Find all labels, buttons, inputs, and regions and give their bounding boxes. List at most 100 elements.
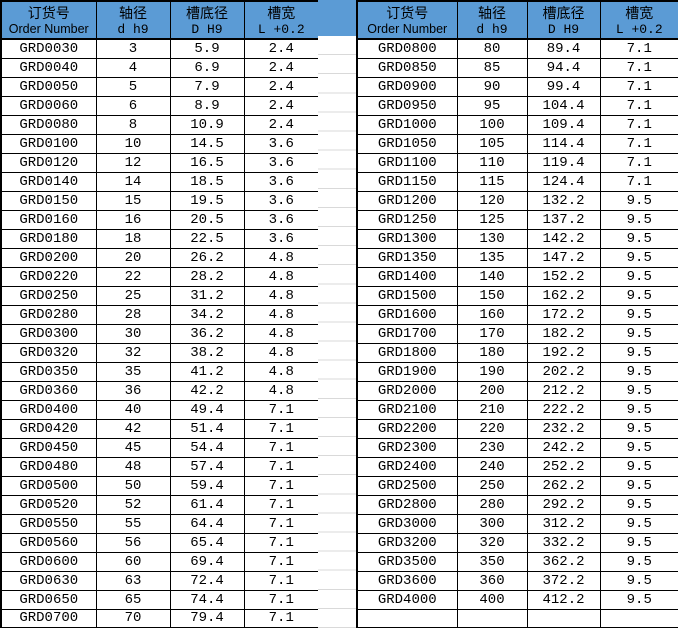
cell-groove-width: 7.1	[243, 513, 320, 534]
table-row: GRD0350 35 41.2 4.8	[0, 361, 320, 382]
table-row: GRD1500 150 162.2 9.5	[356, 285, 678, 306]
cell-order-number: GRD0650	[0, 589, 97, 610]
header-row: 订货号 Order Number 轴径 d h9 槽底径 D H9 槽宽 L +…	[356, 0, 678, 40]
cell-groove-width: 7.1	[599, 133, 678, 154]
gap-header-fill	[318, 0, 356, 36]
cell-groove-width: 9.5	[599, 361, 678, 382]
cell-groove-width: 4.8	[243, 323, 320, 344]
cell-shaft-diameter: 200	[456, 380, 528, 401]
cell-groove-width: 4.8	[243, 285, 320, 306]
cell-shaft-diameter: 95	[456, 95, 528, 116]
table-row: GRD0220 22 28.2 4.8	[0, 266, 320, 287]
cell-order-number: GRD2100	[356, 399, 458, 420]
cell-shaft-diameter: 130	[456, 228, 528, 249]
cell-order-number: GRD0520	[0, 494, 97, 515]
table-row: GRD3000 300 312.2 9.5	[356, 513, 678, 534]
cell-shaft-diameter: 300	[456, 513, 528, 534]
cell-groove-width: 4.8	[243, 342, 320, 363]
cell-order-number: GRD1250	[356, 209, 458, 230]
cell-groove-width: 9.5	[599, 323, 678, 344]
header-label-en: Order Number	[8, 21, 89, 36]
header-label-cn: 槽底径	[186, 4, 228, 21]
cell-order-number: GRD0180	[0, 228, 97, 249]
cell-groove-width: 7.1	[599, 38, 678, 59]
left-table-header: 订货号 Order Number 轴径 d h9 槽底径 D H9 槽宽 L +…	[0, 0, 320, 40]
table-row: GRD0360 36 42.2 4.8	[0, 380, 320, 401]
header-label-cn: 订货号	[386, 4, 429, 21]
cell-shaft-diameter: 210	[456, 399, 528, 420]
cell-groove-width: 9.5	[599, 342, 678, 363]
cell-groove-width: 9.5	[599, 513, 678, 534]
cell-shaft-diameter	[456, 608, 528, 628]
cell-groove-width: 7.1	[599, 114, 678, 135]
right-table-header: 订货号 Order Number 轴径 d h9 槽底径 D H9 槽宽 L +…	[356, 0, 678, 40]
cell-groove-width: 9.5	[599, 209, 678, 230]
cell-groove-bottom-diameter: 252.2	[526, 456, 601, 477]
cell-groove-bottom-diameter: 152.2	[526, 266, 601, 287]
cell-shaft-diameter: 18	[95, 228, 171, 249]
cell-groove-width: 4.8	[243, 380, 320, 401]
cell-groove-bottom-diameter: 14.5	[169, 133, 245, 154]
cell-groove-bottom-diameter: 172.2	[526, 304, 601, 325]
cell-order-number: GRD1800	[356, 342, 458, 363]
cell-groove-bottom-diameter: 192.2	[526, 342, 601, 363]
cell-order-number: GRD0450	[0, 437, 97, 458]
table-row: GRD3500 350 362.2 9.5	[356, 551, 678, 572]
table-row: GRD0650 65 74.4 7.1	[0, 589, 320, 610]
cell-groove-width: 7.1	[243, 456, 320, 477]
cell-groove-width: 7.1	[243, 494, 320, 515]
table-row: GRD0700 70 79.4 7.1	[0, 608, 320, 628]
cell-order-number: GRD0420	[0, 418, 97, 439]
cell-groove-width: 9.5	[599, 190, 678, 211]
cell-order-number: GRD4000	[356, 589, 458, 610]
table-row: GRD0500 50 59.4 7.1	[0, 475, 320, 496]
table-row: GRD3200 320 332.2 9.5	[356, 532, 678, 553]
cell-shaft-diameter: 50	[95, 475, 171, 496]
table-row: GRD0030 3 5.9 2.4	[0, 38, 320, 59]
cell-shaft-diameter: 28	[95, 304, 171, 325]
cell-shaft-diameter: 240	[456, 456, 528, 477]
cell-shaft-diameter: 6	[95, 95, 171, 116]
cell-shaft-diameter: 56	[95, 532, 171, 553]
cell-groove-bottom-diameter: 94.4	[526, 57, 601, 78]
cell-shaft-diameter: 105	[456, 133, 528, 154]
cell-shaft-diameter: 170	[456, 323, 528, 344]
cell-groove-bottom-diameter: 114.4	[526, 133, 601, 154]
cell-groove-bottom-diameter: 232.2	[526, 418, 601, 439]
header-cell-groove-width: 槽宽 L +0.2	[599, 0, 678, 40]
cell-groove-bottom-diameter: 372.2	[526, 570, 601, 591]
cell-groove-width: 9.5	[599, 551, 678, 572]
cell-order-number: GRD0550	[0, 513, 97, 534]
cell-shaft-diameter: 10	[95, 133, 171, 154]
cell-groove-bottom-diameter: 28.2	[169, 266, 245, 287]
cell-order-number: GRD3000	[356, 513, 458, 534]
cell-shaft-diameter: 90	[456, 76, 528, 97]
header-label-en: D H9	[547, 21, 580, 37]
cell-shaft-diameter: 120	[456, 190, 528, 211]
cell-groove-bottom-diameter: 54.4	[169, 437, 245, 458]
table-row: GRD1100 110 119.4 7.1	[356, 152, 678, 173]
cell-order-number: GRD0560	[0, 532, 97, 553]
cell-groove-width: 3.6	[243, 171, 320, 192]
cell-groove-width: 3.6	[243, 209, 320, 230]
cell-order-number: GRD1700	[356, 323, 458, 344]
cell-shaft-diameter: 12	[95, 152, 171, 173]
cell-shaft-diameter: 32	[95, 342, 171, 363]
table-row: GRD0050 5 7.9 2.4	[0, 76, 320, 97]
table-row: GRD1200 120 132.2 9.5	[356, 190, 678, 211]
cell-shaft-diameter: 190	[456, 361, 528, 382]
cell-shaft-diameter: 48	[95, 456, 171, 477]
table-row: GRD2800 280 292.2 9.5	[356, 494, 678, 515]
cell-shaft-diameter: 42	[95, 418, 171, 439]
header-label-en: Order Number	[367, 21, 448, 36]
cell-groove-width: 7.1	[243, 532, 320, 553]
cell-groove-width: 7.1	[599, 76, 678, 97]
cell-shaft-diameter: 350	[456, 551, 528, 572]
cell-groove-bottom-diameter: 212.2	[526, 380, 601, 401]
table-row: GRD0300 30 36.2 4.8	[0, 323, 320, 344]
cell-shaft-diameter: 8	[95, 114, 171, 135]
table-row: GRD0060 6 8.9 2.4	[0, 95, 320, 116]
gap-gridlines	[318, 36, 356, 628]
header-cell-order-number: 订货号 Order Number	[356, 0, 458, 40]
